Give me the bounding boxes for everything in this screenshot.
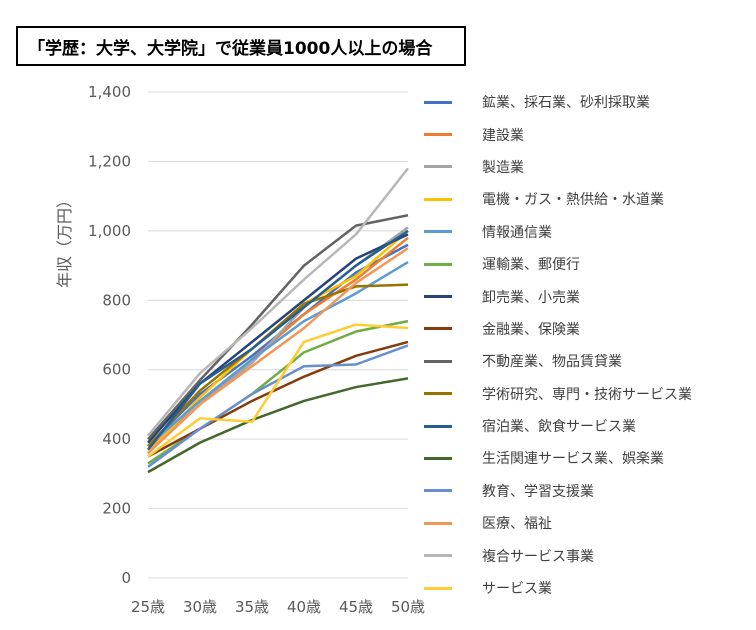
legend-label: 医療、福祉 <box>482 516 552 533</box>
y-tick-label: 600 <box>102 361 131 379</box>
x-axis-ticks: 25歳 30歳 35歳 40歳 45歳 50歳 <box>131 598 425 616</box>
legend-swatch <box>424 133 452 137</box>
legend-label: 学術研究、専門・技術サービス業 <box>482 386 692 403</box>
series-line-5 <box>147 319 409 465</box>
series-line-14 <box>147 167 409 437</box>
legend-label: サービス業 <box>482 581 552 598</box>
legend-label: 製造業 <box>482 159 524 176</box>
y-tick-label: 1,000 <box>88 222 131 240</box>
legend-swatch <box>424 197 452 201</box>
y-tick-label: 0 <box>121 569 131 587</box>
legend-item: 金融業、保険業 <box>424 313 754 345</box>
legend-swatch <box>424 521 452 525</box>
y-tick-label: 400 <box>102 430 131 448</box>
gridlines <box>148 91 408 579</box>
x-tick-label: 35歳 <box>235 598 269 616</box>
legend-item: 製造業 <box>424 151 754 183</box>
y-tick-label: 1,400 <box>88 83 131 101</box>
series-lines <box>147 167 409 474</box>
legend-swatch <box>424 554 452 558</box>
legend-item: 電機・ガス・熱供給・水道業 <box>424 183 754 215</box>
legend-swatch <box>424 424 452 428</box>
legend-swatch <box>424 392 452 396</box>
legend: 鉱業、採石業、砂利採取業 建設業製造業電機・ガス・熱供給・水道業 情報通信業運輸業、… <box>424 86 754 604</box>
legend-label: 生活関連サービス業、娯楽業 <box>482 451 664 468</box>
series-line-4 <box>147 261 409 448</box>
legend-swatch <box>424 100 452 104</box>
legend-label: 情報通信業 <box>482 224 552 241</box>
legend-swatch <box>424 295 452 299</box>
y-tick-label: 200 <box>102 500 131 518</box>
legend-item: 運輸業、郵便行 <box>424 248 754 280</box>
legend-label: 複合サービス事業 <box>482 548 594 565</box>
series-line-7 <box>147 340 409 458</box>
legend-swatch <box>424 262 452 266</box>
legend-label: 建設業 <box>482 127 524 144</box>
legend-item: 学術研究、専門・技術サービス業 <box>424 378 754 410</box>
legend-label: 鉱業、採石業、砂利採取業 <box>482 95 650 112</box>
legend-swatch <box>424 489 452 493</box>
legend-swatch <box>424 327 452 331</box>
legend-item: サービス業 <box>424 572 754 604</box>
y-axis-label: 年収（万円） <box>55 192 74 288</box>
legend-item: 鉱業、採石業、砂利採取業 <box>424 86 754 118</box>
legend-swatch <box>424 456 452 460</box>
series-line-13 <box>147 247 409 454</box>
legend-swatch <box>424 230 452 234</box>
chart-title: 「学歴：大学、大学院」で従業員1000人以上の場合 <box>16 26 466 66</box>
legend-item: 生活関連サービス業、娯楽業 <box>424 442 754 474</box>
legend-item: 情報通信業 <box>424 216 754 248</box>
legend-label: 宿泊業、飲食サービス業 <box>482 419 636 436</box>
legend-item: 建設業 <box>424 118 754 150</box>
x-tick-label: 45歳 <box>339 598 373 616</box>
series-line-3 <box>147 229 409 454</box>
x-tick-label: 25歳 <box>131 598 165 616</box>
legend-label: 教育、学習支援業 <box>482 483 594 500</box>
series-line-11 <box>147 377 409 474</box>
legend-label: 卸売業、小売業 <box>482 289 580 306</box>
y-tick-label: 1,200 <box>88 152 131 170</box>
y-tick-label: 800 <box>102 291 131 309</box>
legend-label: 不動産業、物品賃貸業 <box>482 354 622 371</box>
legend-swatch <box>424 359 452 363</box>
legend-item: 医療、福祉 <box>424 507 754 539</box>
legend-label: 運輸業、郵便行 <box>482 257 580 274</box>
series-line-10 <box>147 229 409 451</box>
legend-item: 卸売業、小売業 <box>424 280 754 312</box>
legend-item: 不動産業、物品賃貸業 <box>424 345 754 377</box>
series-line-15 <box>147 323 409 458</box>
series-line-9 <box>147 283 409 447</box>
x-tick-label: 30歳 <box>183 598 217 616</box>
y-axis-ticks: 0 200 400 600 800 1,000 1,200 1,400 <box>88 83 131 587</box>
legend-swatch <box>424 165 452 169</box>
x-tick-label: 50歳 <box>391 598 425 616</box>
legend-item: 宿泊業、飲食サービス業 <box>424 410 754 442</box>
legend-label: 金融業、保険業 <box>482 321 580 338</box>
legend-label: 電機・ガス・熱供給・水道業 <box>482 192 664 209</box>
legend-item: 教育、学習支援業 <box>424 475 754 507</box>
x-tick-label: 40歳 <box>287 598 321 616</box>
legend-item: 複合サービス事業 <box>424 539 754 571</box>
legend-swatch <box>424 586 452 590</box>
